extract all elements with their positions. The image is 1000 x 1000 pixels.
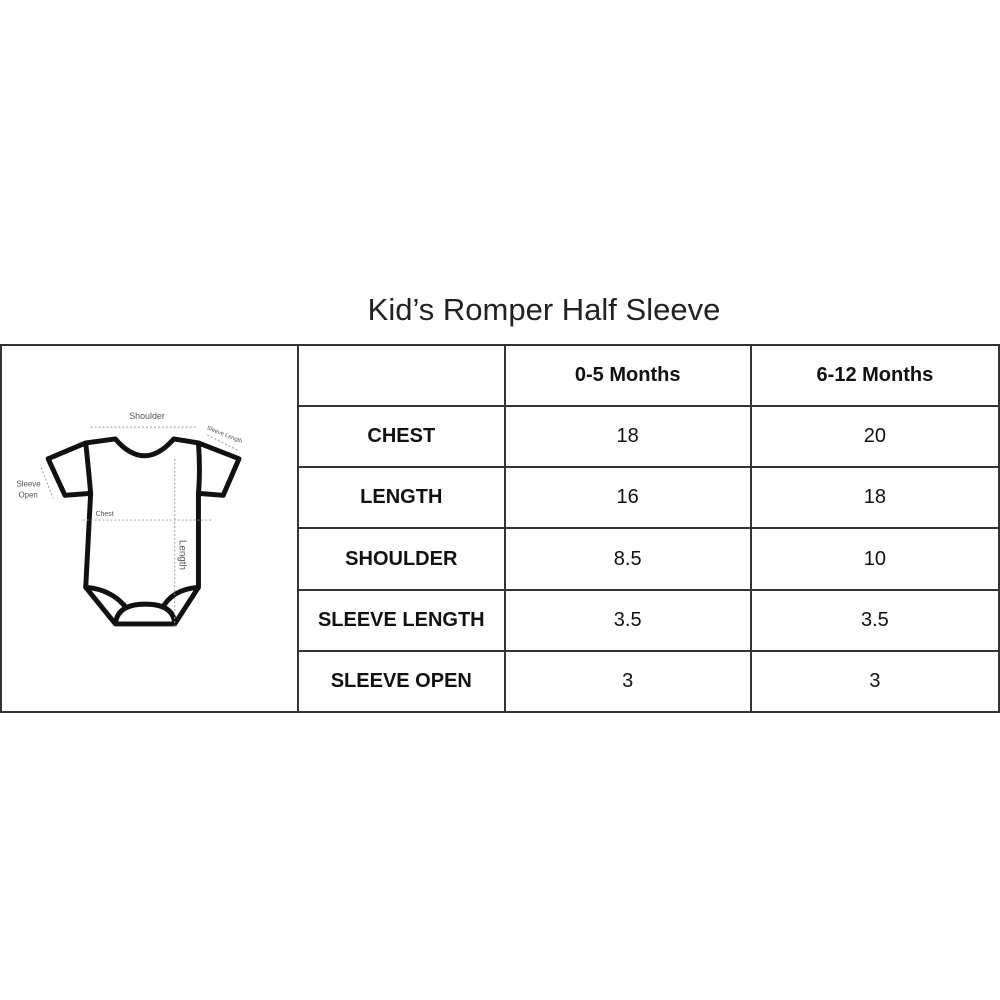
size-table: Shoulder Sleeve Length Sleeve Open Chest…	[0, 343, 1000, 714]
chart-title: Kid’s Romper Half Sleeve	[367, 292, 721, 327]
table-row: LENGTH 16 18	[1, 466, 1000, 530]
chest-label: Chest	[96, 511, 114, 518]
cell-value: 8.5	[503, 527, 752, 591]
table-row: CHEST 18 20	[1, 405, 1000, 469]
cell-value: 18	[503, 405, 752, 469]
cell-value: 20	[749, 405, 1000, 469]
romper-diagram-cell: Shoulder Sleeve Length Sleeve Open Chest…	[0, 344, 299, 713]
table-row: SLEEVE LENGTH 3.5 3.5	[1, 588, 1000, 652]
row-label: LENGTH	[297, 466, 506, 530]
cell-value: 3	[749, 649, 1000, 714]
cell-value: 10	[749, 527, 1000, 591]
table-header-row: Shoulder Sleeve Length Sleeve Open Chest…	[0, 343, 1000, 713]
row-label: SHOULDER	[297, 527, 506, 591]
romper-diagram: Shoulder Sleeve Length Sleeve Open Chest…	[16, 411, 243, 629]
length-label: Length	[177, 540, 188, 570]
row-label: CHEST	[297, 405, 506, 469]
header-6-12-months: 6-12 Months	[749, 343, 1000, 408]
cell-value: 3	[503, 649, 752, 714]
table-row: SHOULDER 8.5 10	[1, 527, 1000, 591]
sleeve-length-label: Sleeve Length	[206, 425, 243, 445]
sleeve-open-label-1: Sleeve	[16, 479, 41, 488]
cell-value: 3.5	[749, 588, 1000, 652]
cell-value: 18	[749, 466, 1000, 530]
sleeve-open-label-2: Open	[18, 490, 37, 499]
row-label: SLEEVE OPEN	[297, 649, 506, 714]
cell-value: 3.5	[503, 588, 752, 652]
header-empty	[297, 343, 506, 408]
cell-value: 16	[503, 466, 752, 530]
table-row: SLEEVE OPEN 3 3	[1, 649, 1000, 714]
row-label: SLEEVE LENGTH	[297, 588, 506, 652]
romper-outline	[45, 436, 242, 627]
shoulder-label: Shoulder	[129, 411, 165, 421]
header-0-5-months: 0-5 Months	[503, 343, 752, 408]
